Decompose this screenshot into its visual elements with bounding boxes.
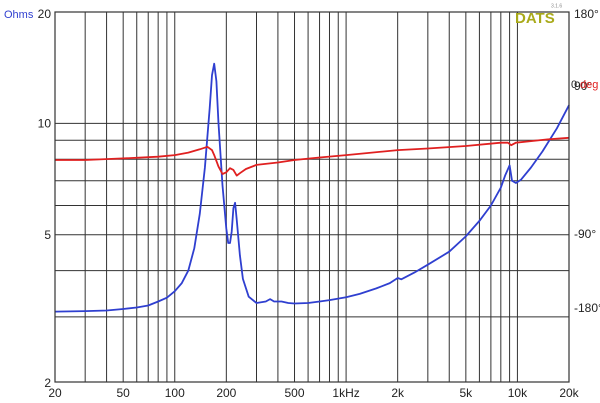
grid-lines <box>54 11 570 383</box>
axis-labels: 20 50 100 200 500 1kHz 2k 5k 10k 20k 20 10 5 2 180° 90°… <box>38 7 600 400</box>
left-axis-label: Ohms <box>4 9 34 21</box>
y-right-tick-label: -90° <box>574 227 596 241</box>
dats-logo-version: 3.1.6 <box>551 4 562 10</box>
impedance-curve <box>54 62 570 313</box>
right-axis-label-value: 0 <box>571 79 577 91</box>
x-tick-label: 20 <box>48 386 62 400</box>
x-tick-label: 50 <box>117 386 131 400</box>
x-tick-label: 5k <box>460 386 474 400</box>
x-tick-label: 2k <box>391 386 405 400</box>
y-left-tick-label: 10 <box>38 116 52 130</box>
dats-logo: DATS <box>515 10 555 27</box>
y-right-tick-label: 180° <box>574 7 599 21</box>
phase-curve <box>55 136 570 177</box>
y-left-tick-label: 5 <box>44 228 51 242</box>
x-tick-label: 500 <box>284 386 304 400</box>
right-axis-label-unit: deg <box>580 79 598 91</box>
x-tick-label: 200 <box>216 386 236 400</box>
x-tick-label: 100 <box>165 386 185 400</box>
x-tick-label: 10k <box>508 386 528 400</box>
y-right-tick-label: -180° <box>574 301 600 315</box>
y-left-tick-label: 20 <box>38 7 52 21</box>
x-tick-label: 1kHz <box>332 386 359 400</box>
plot-frame <box>54 11 570 383</box>
x-tick-label: 20k <box>559 386 579 400</box>
y-left-tick-label: 2 <box>44 376 51 390</box>
curves <box>54 62 570 313</box>
y-right-tick-label: 90° <box>574 79 592 93</box>
